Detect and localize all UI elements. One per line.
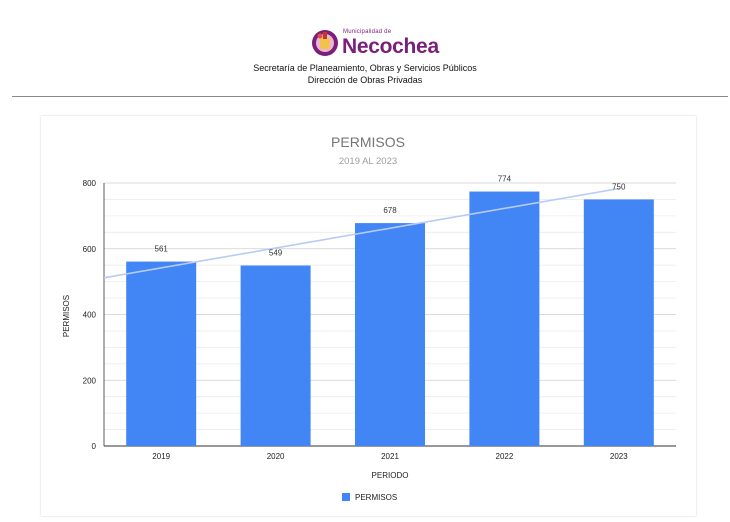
chart-subtitle: 2019 AL 2023 [339, 156, 397, 167]
legend: PERMISOS [342, 493, 397, 502]
data-label-2023: 750 [612, 182, 626, 191]
municipality-emblem-icon [312, 30, 338, 56]
bar-2020 [240, 265, 311, 446]
legend-swatch [342, 493, 350, 501]
logo-subtitle: Municipalidad de [343, 29, 392, 35]
y-tick-label: 600 [83, 245, 97, 254]
data-labels: 561 549 678 774 750 [155, 175, 626, 258]
x-tick-label: 2021 [381, 452, 399, 461]
bar-2019 [126, 261, 197, 446]
x-axis-ticks: 2019 2020 2021 2022 2023 [152, 452, 628, 461]
legend-label: PERMISOS [355, 493, 397, 502]
x-tick-label: 2023 [610, 452, 628, 461]
data-label-2020: 549 [269, 249, 283, 258]
x-tick-label: 2020 [267, 452, 285, 461]
y-tick-label: 400 [83, 311, 97, 320]
y-tick-label: 200 [83, 376, 97, 385]
municipality-logo: Municipalidad de Necochea [310, 26, 470, 60]
bar-2022 [469, 191, 540, 446]
data-label-2019: 561 [155, 245, 169, 254]
department-name: Secretaría de Planeamiento, Obras y Serv… [253, 63, 477, 73]
x-tick-label: 2022 [496, 452, 514, 461]
y-tick-label: 0 [92, 442, 97, 451]
chart-title: PERMISOS [331, 134, 405, 150]
y-tick-label: 800 [83, 179, 97, 188]
bars [126, 191, 654, 446]
office-name: Dirección de Obras Privadas [307, 75, 423, 85]
page-header: Municipalidad de Necochea Secretaría de … [0, 0, 730, 97]
x-tick-label: 2019 [152, 452, 170, 461]
x-axis-label: PERIODO [372, 471, 409, 480]
gridlines [104, 182, 676, 447]
bar-2021 [355, 223, 425, 446]
trendline-group [103, 187, 621, 279]
trendline [103, 187, 621, 279]
logo-name: Necochea [342, 35, 439, 58]
bar-2023 [583, 199, 654, 446]
data-label-2022: 774 [498, 175, 512, 184]
y-axis-label: PERMISOS [62, 295, 71, 337]
header-divider [12, 96, 728, 97]
y-axis-ticks: 0 200 400 600 800 [83, 179, 105, 451]
data-label-2021: 678 [383, 206, 397, 215]
